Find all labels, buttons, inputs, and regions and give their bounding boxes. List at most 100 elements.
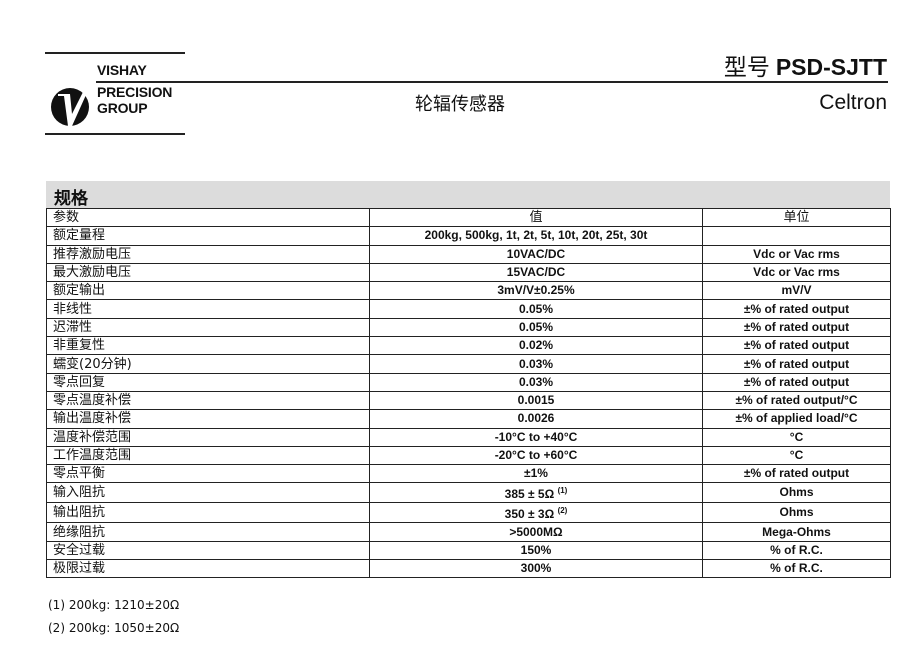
unit-cell: °C [702,427,891,447]
value-cell: 0.0026 [369,409,703,429]
table-row: 输出温度补偿 0.0026 ±% of applied load/°C [46,409,891,429]
table-header-row: 参数 值 单位 [46,207,891,228]
value-text: 0.0026 [517,411,555,426]
param-cell: 输出温度补偿 [46,409,370,429]
column-header: 参数 [46,207,370,228]
unit-cell: Ohms [702,482,891,504]
column-header: 单位 [702,207,891,228]
value-text: 0.05% [518,301,554,316]
param-cell: 零点平衡 [46,464,370,484]
unit-cell: ±% of rated output [702,354,891,374]
unit-cell: Vdc or Vac rms [702,244,891,264]
value-cell: 385 ± 5Ω (1) [369,482,703,504]
unit-cell: Mega-Ohms [702,522,891,542]
value-text: 385 ± 5Ω [504,487,555,502]
table-row: 温度补偿范围 -10°C to +40°C °C [46,427,891,447]
table-row: 零点温度补偿 0.0015 ±% of rated output/°C [46,390,891,411]
value-cell: 150% [369,540,703,561]
spec-table: 参数 值 单位 额定量程 200kg, 500kg, 1t, 2t, 5t, 10… [46,207,891,579]
value-text: 0.02% [518,338,554,353]
table-row: 极限过载 300% % of R.C. [46,559,891,579]
section-title: 规格 [54,189,88,209]
brand-name: Celtron [819,91,887,114]
value-cell: 3mV/V±0.25% [369,281,703,301]
unit-cell: ±% of rated output [702,299,891,319]
logo-bottom-rule [45,133,185,135]
footnote-ref: (1) [557,486,568,496]
section-header: 规格 [46,181,890,209]
unit-cell: % of R.C. [702,559,891,579]
value-cell: 0.05% [369,299,703,319]
value-cell: 15VAC/DC [369,262,703,283]
table-row: 推荐激励电压 10VAC/DC Vdc or Vac rms [46,244,891,264]
table-row: 额定量程 200kg, 500kg, 1t, 2t, 5t, 10t, 20t, … [46,226,891,246]
unit-cell [702,226,891,246]
logo-line: GROUP [97,100,148,116]
value-text: ±1% [524,466,548,481]
value-text: 0.03% [518,374,554,389]
value-text: 3mV/V±0.25% [497,283,575,298]
vishay-logo-icon [51,86,90,126]
value-cell: 0.02% [369,336,703,356]
value-text: >5000MΩ [509,524,563,539]
footnote: (2) 200kg: 1050±20Ω [48,621,180,635]
value-cell: 350 ± 3Ω (2) [369,502,703,524]
table-row: 最大激励电压 15VAC/DC Vdc or Vac rms [46,262,891,283]
param-cell: 零点回复 [46,372,370,392]
value-text: 0.0015 [517,393,555,408]
value-text: 10VAC/DC [506,246,566,261]
value-cell: 0.03% [369,372,703,392]
unit-cell: Ohms [702,502,891,524]
table-row: 零点回复 0.03% ±% of rated output [46,372,891,392]
param-cell: 绝缘阻抗 [46,522,370,542]
value-cell: >5000MΩ [369,522,703,542]
value-cell: 10VAC/DC [369,244,703,264]
logo-text: VISHAY PRECISION GROUP [97,62,172,116]
unit-cell: ±% of rated output/°C [702,390,891,411]
unit-cell: Vdc or Vac rms [702,262,891,283]
param-cell: 零点温度补偿 [46,390,370,411]
value-cell: 0.05% [369,317,703,338]
unit-cell: ±% of applied load/°C [702,409,891,429]
param-cell: 非重复性 [46,336,370,356]
value-text: 0.03% [518,356,554,371]
unit-cell: ±% of rated output [702,464,891,484]
param-cell: 最大激励电压 [46,262,370,283]
param-cell: 推荐激励电压 [46,244,370,264]
logo-line: VISHAY [97,62,147,78]
param-cell: 工作温度范围 [46,445,370,466]
param-cell: 输出阻抗 [46,502,370,524]
param-cell: 非线性 [46,299,370,319]
footnote: (1) 200kg: 1210±20Ω [48,598,180,612]
value-text: 15VAC/DC [506,265,566,280]
table-row: 工作温度范围 -20°C to +60°C °C [46,445,891,466]
header-rule [96,81,888,83]
table-row: 安全过载 150% % of R.C. [46,540,891,561]
value-cell: 300% [369,559,703,579]
value-cell: -10°C to +40°C [369,427,703,447]
param-cell: 温度补偿范围 [46,427,370,447]
logo-top-rule [45,52,185,54]
table-row: 输出阻抗 350 ± 3Ω (2) Ohms [46,502,891,524]
table-row: 输入阻抗 385 ± 5Ω (1) Ohms [46,482,891,504]
table-row: 非重复性 0.02% ±% of rated output [46,336,891,356]
value-cell: ±1% [369,464,703,484]
model-label: 型号 [723,55,770,81]
param-cell: 输入阻抗 [46,482,370,504]
value-text: -10°C to +40°C [494,429,578,444]
table-row: 蠕变(20分钟) 0.03% ±% of rated output [46,354,891,374]
product-subtitle: 轮辐传感器 [415,94,505,115]
value-text: 300% [520,561,552,576]
value-cell: -20°C to +60°C [369,445,703,466]
param-cell: 额定量程 [46,226,370,246]
table-row: 零点平衡 ±1% ±% of rated output [46,464,891,484]
column-header: 值 [369,207,703,228]
unit-cell: mV/V [702,281,891,301]
value-text: 350 ± 3Ω [504,507,555,522]
value-text: 150% [520,542,552,557]
param-cell: 额定输出 [46,281,370,301]
param-cell: 安全过载 [46,540,370,561]
param-cell: 极限过载 [46,559,370,579]
value-text: 200kg, 500kg, 1t, 2t, 5t, 10t, 20t, 25t,… [424,228,648,243]
